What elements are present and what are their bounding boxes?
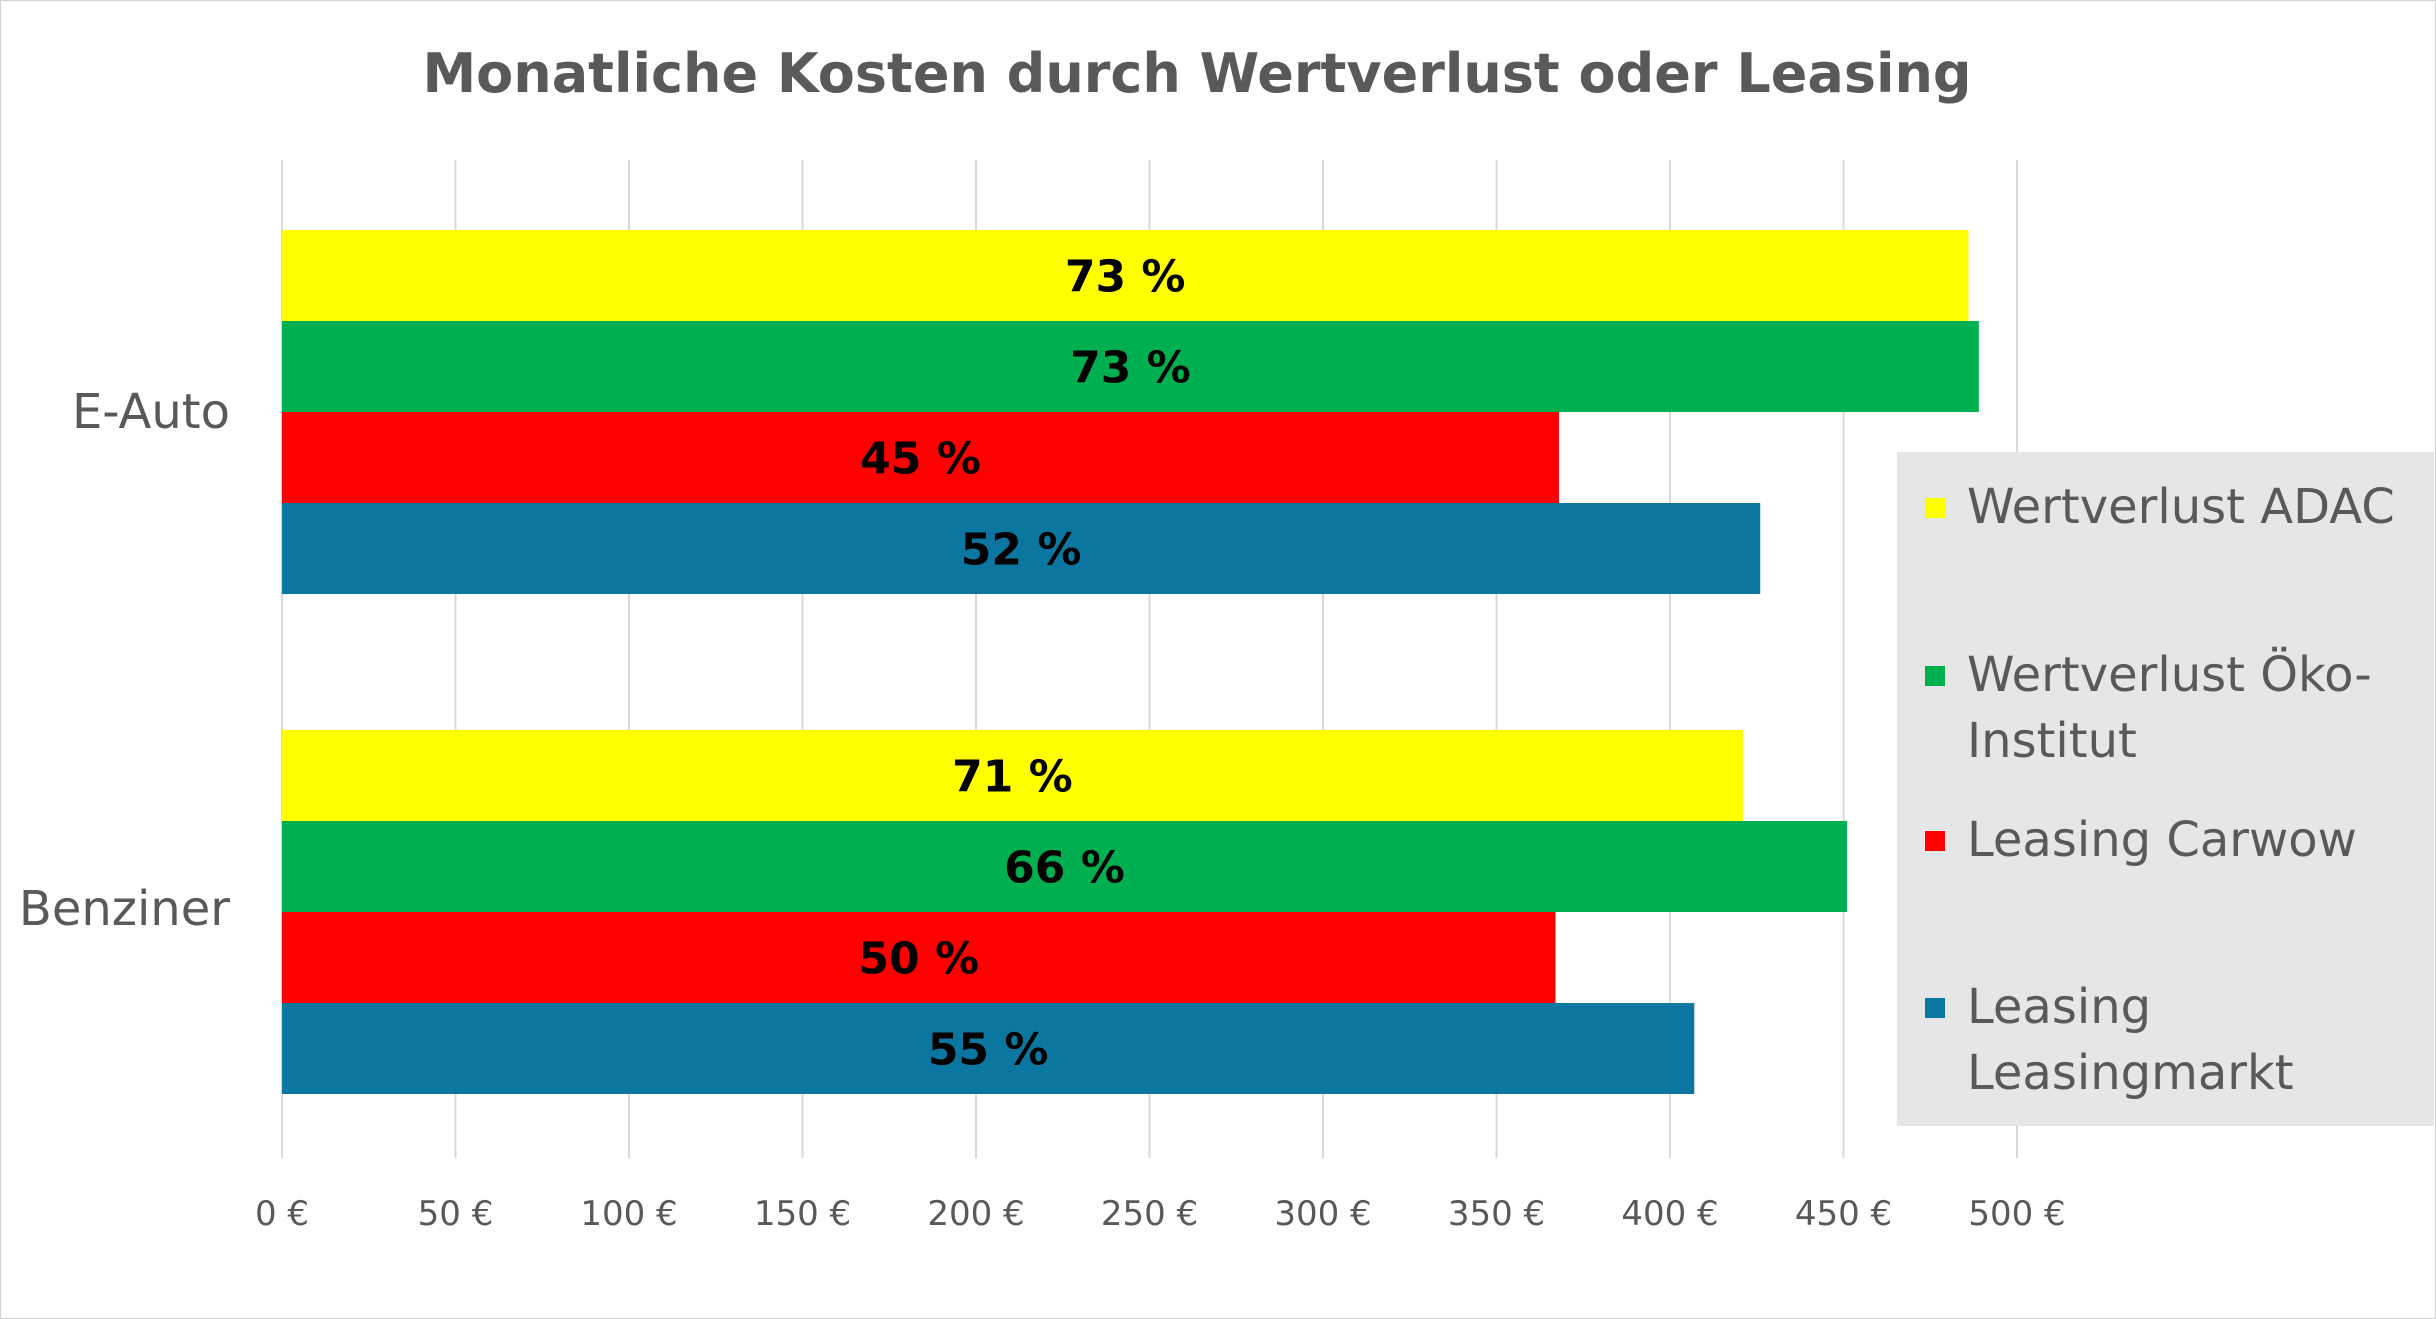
bar-e-auto-leasing-carwow	[282, 412, 1559, 503]
bar-label-benziner-leasing-leasingmarkt: 55 %	[928, 1025, 1049, 1076]
legend-label-wertverlust-adac: Wertverlust ADAC	[1967, 479, 2395, 535]
legend-swatch-leasing-carwow	[1925, 831, 1945, 851]
legend-label-wertverlust-oeko-institut: Wertverlust Öko-Institut	[1967, 647, 2372, 769]
legend-swatch-wertverlust-adac	[1925, 498, 1945, 518]
x-tick-label-1: 50 €	[418, 1194, 494, 1234]
x-tick-label-7: 350 €	[1448, 1194, 1545, 1234]
legend-label-leasing-carwow: Leasing Carwow	[1967, 812, 2357, 868]
chart-title: Monatliche Kosten durch Wertverlust oder…	[422, 42, 1971, 105]
bar-e-auto-leasing-leasingmarkt	[282, 503, 1761, 594]
legend-label-leasing-leasingmarkt: Leasing Leasingmarkt	[1967, 979, 2294, 1101]
x-tick-label-9: 450 €	[1795, 1194, 1892, 1234]
bar-benziner-wertverlust-adac	[282, 730, 1743, 821]
bar-label-e-auto-leasing-carwow: 45 %	[860, 434, 981, 485]
x-tick-label-8: 400 €	[1621, 1194, 1718, 1234]
bar-label-e-auto-leasing-leasingmarkt: 52 %	[961, 525, 1082, 576]
data-labels: 73 % 73 % 45 % 52 % 71 % 66 % 50 % 55 %	[858, 252, 1190, 1076]
bar-e-auto-wertverlust-oko-institut	[282, 321, 1979, 412]
bar-benziner-wertverlust-oko-institut	[282, 821, 1847, 912]
legend-swatch-leasing-leasingmarkt	[1925, 998, 1945, 1018]
bar-label-e-auto-wertverlust-oko-institut: 73 %	[1070, 343, 1191, 394]
x-axis-ticks: 0 € 50 € 100 € 150 € 200 € 250 € 300 € 350 € 400…	[255, 1194, 2066, 1234]
bar-benziner-leasing-carwow	[282, 912, 1556, 1003]
x-tick-label-6: 300 €	[1274, 1194, 1371, 1234]
category-label-e-auto: E-Auto	[72, 384, 230, 440]
x-tick-label-4: 200 €	[927, 1194, 1024, 1234]
x-tick-label-10: 500 €	[1968, 1194, 2065, 1234]
x-tick-label-0: 0 €	[255, 1194, 309, 1234]
x-tick-label-5: 250 €	[1101, 1194, 1198, 1234]
x-tick-label-2: 100 €	[580, 1194, 677, 1234]
bar-label-benziner-leasing-carwow: 50 %	[858, 934, 979, 985]
bar-label-e-auto-wertverlust-adac: 73 %	[1065, 252, 1186, 303]
x-tick-label-3: 150 €	[754, 1194, 851, 1234]
bar-e-auto-wertverlust-adac	[282, 230, 1969, 321]
bar-label-benziner-wertverlust-adac: 71 %	[952, 752, 1073, 803]
bar-benziner-leasing-leasingmarkt	[282, 1003, 1695, 1094]
bar-label-benziner-wertverlust-oko-institut: 66 %	[1004, 843, 1125, 894]
category-label-benziner: Benziner	[19, 881, 230, 937]
legend: Wertverlust ADAC Wertverlust Öko-Institu…	[1897, 452, 2434, 1126]
legend-swatch-wertverlust-oeko-institut	[1925, 666, 1945, 686]
bars	[282, 230, 1979, 1094]
